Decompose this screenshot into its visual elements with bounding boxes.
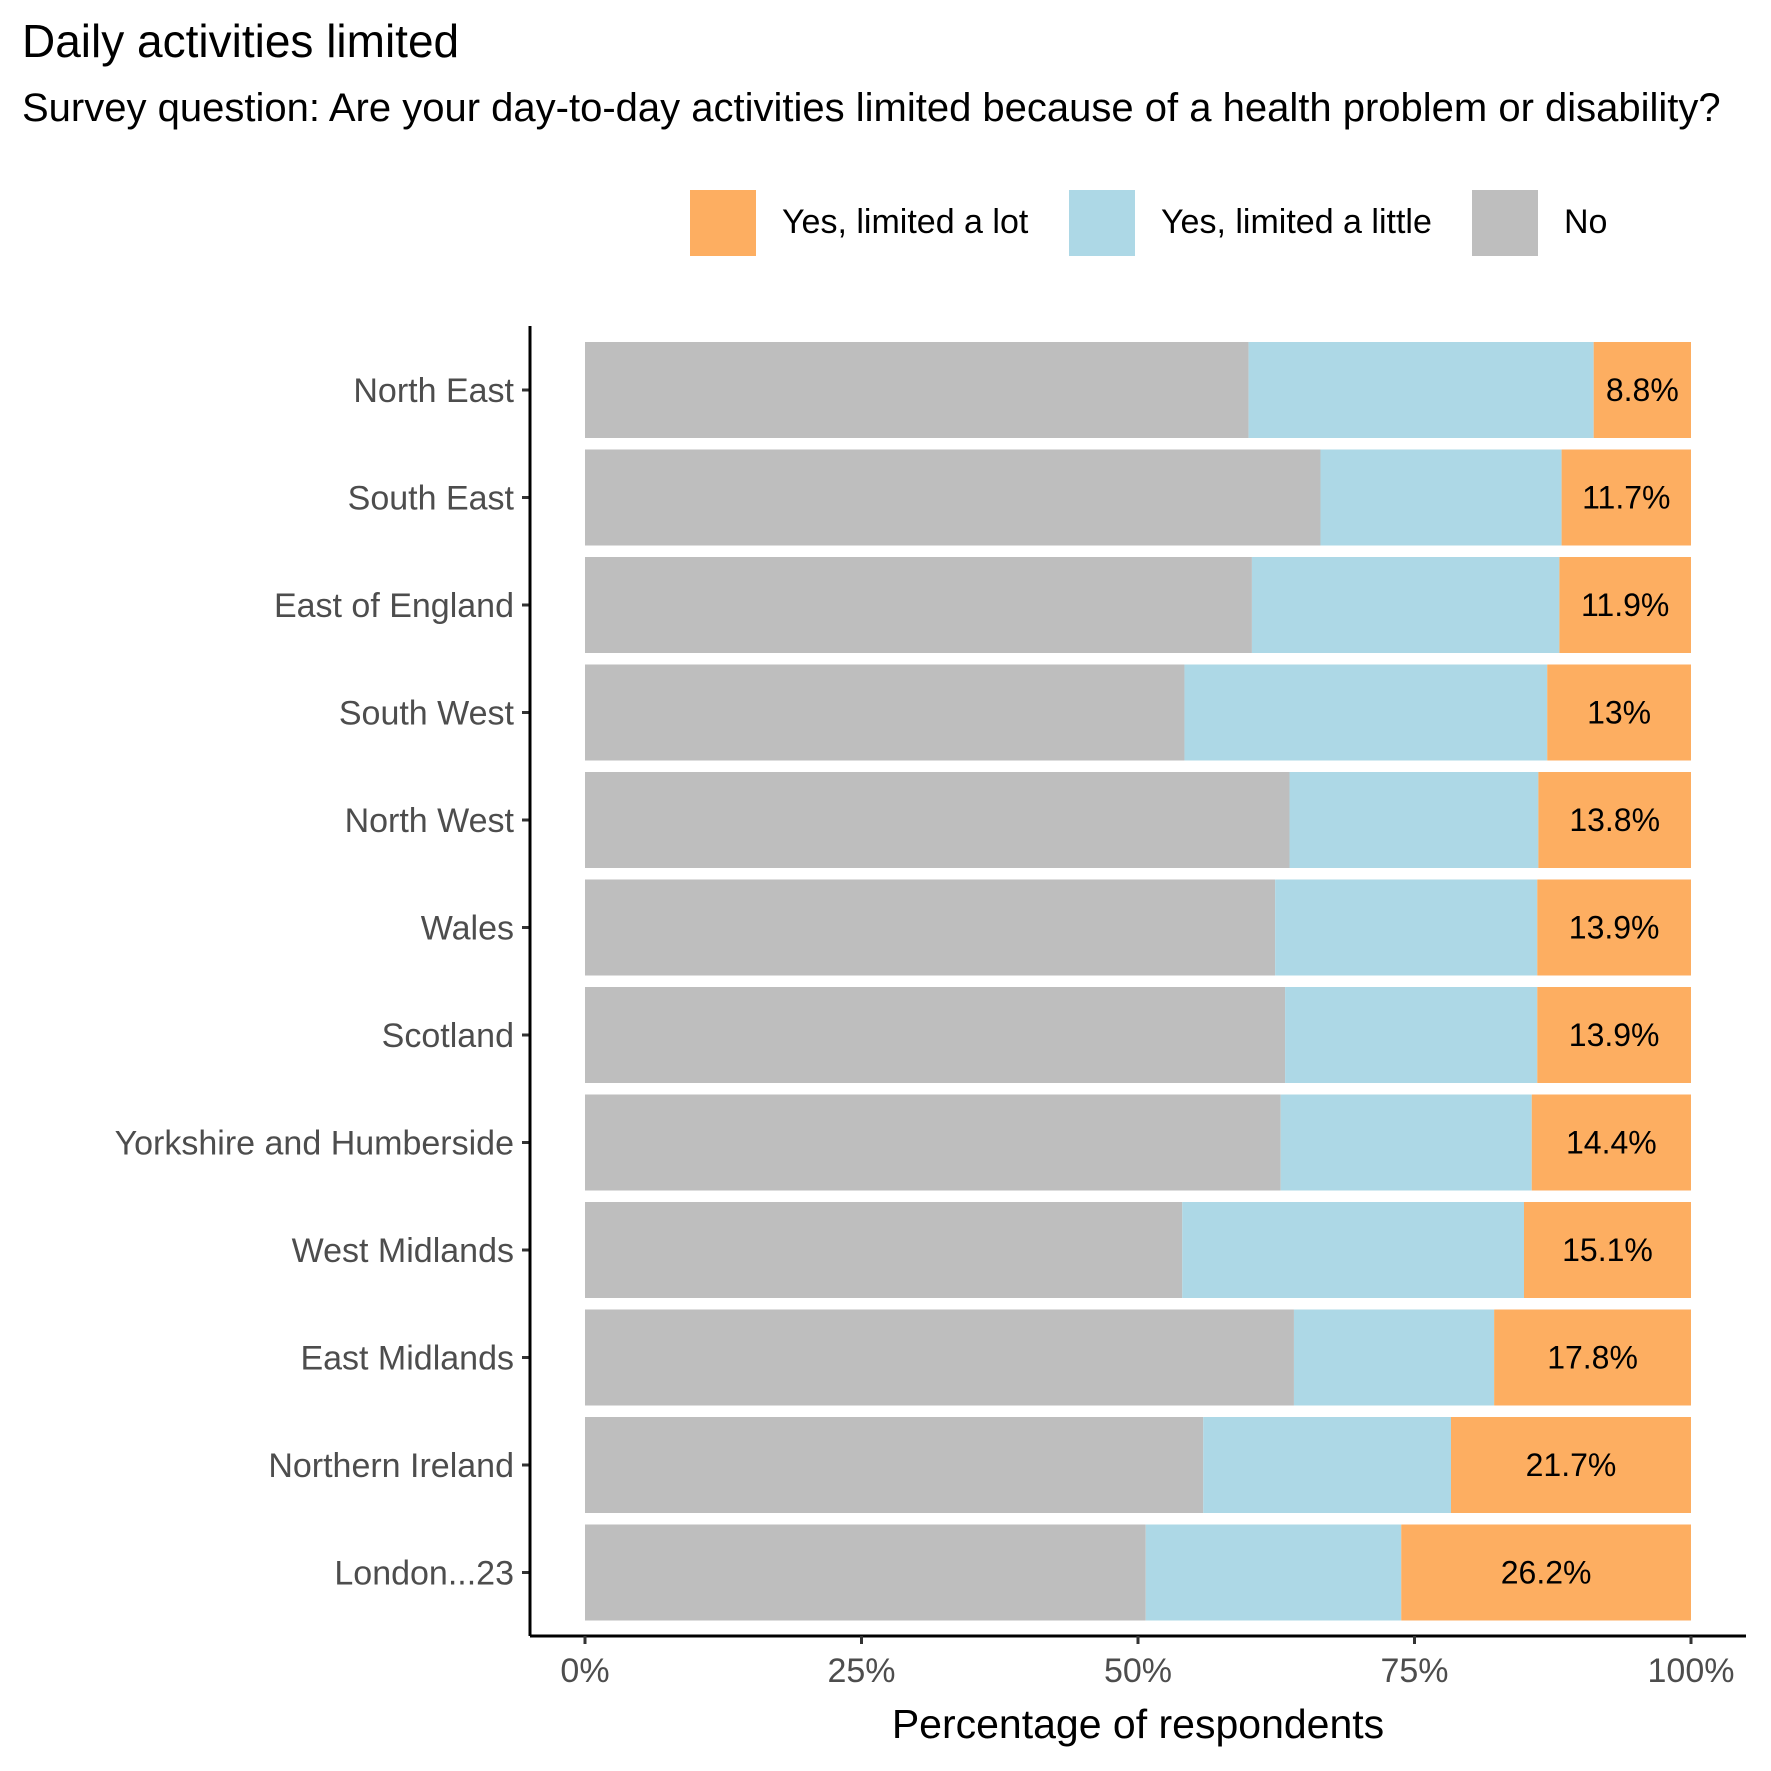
data-label-northern-ireland: 21.7% — [1526, 1447, 1617, 1483]
data-label-south-west: 13% — [1587, 695, 1651, 731]
chart-title: Daily activities limited — [22, 15, 460, 67]
x-tick-label-50: 50% — [1104, 1652, 1172, 1690]
y-tick-label-scotland: Scotland — [382, 1017, 514, 1055]
bar-yes-limited-a-little-west-midlands — [1182, 1202, 1524, 1298]
data-label-yorkshire-and-humberside: 14.4% — [1566, 1125, 1657, 1161]
y-tick-label-london-23: London...23 — [334, 1555, 514, 1593]
legend-key-limited-a-lot — [690, 190, 756, 256]
data-label-wales: 13.9% — [1569, 910, 1660, 946]
bar-yes-limited-a-lot-scotland — [1537, 987, 1691, 1083]
bar-no-scotland — [585, 987, 1286, 1083]
data-label-north-west: 13.8% — [1569, 802, 1660, 838]
data-label-north-east: 8.8% — [1606, 372, 1679, 408]
x-tick-label-0: 0% — [560, 1652, 609, 1690]
bar-yes-limited-a-lot-north-east — [1593, 342, 1691, 438]
y-tick-label-east-midlands: East Midlands — [300, 1340, 514, 1378]
bar-yes-limited-a-lot-west-midlands — [1523, 1202, 1691, 1298]
bar-no-south-east — [585, 449, 1321, 546]
data-label-west-midlands: 15.1% — [1562, 1232, 1653, 1268]
x-tick-label-75: 75% — [1380, 1652, 1448, 1690]
bar-yes-limited-a-little-south-west — [1184, 664, 1548, 761]
bar-yes-limited-a-little-east-of-england — [1251, 557, 1560, 653]
bar-no-west-midlands — [585, 1202, 1183, 1298]
bar-no-north-east — [585, 342, 1249, 438]
bar-yes-limited-a-little-london-23 — [1145, 1524, 1402, 1621]
y-tick-label-south-west: South West — [339, 695, 515, 733]
data-label-london-23: 26.2% — [1501, 1555, 1592, 1591]
bar-yes-limited-a-little-north-west — [1289, 772, 1539, 868]
bar-yes-limited-a-lot-northern-ireland — [1450, 1417, 1691, 1513]
legend-key-limited-a-little — [1069, 190, 1135, 256]
y-tick-label-wales: Wales — [421, 910, 514, 948]
bar-yes-limited-a-little-wales — [1275, 879, 1538, 976]
bar-yes-limited-a-little-yorkshire-and-humberside — [1280, 1094, 1532, 1191]
bar-yes-limited-a-little-northern-ireland — [1203, 1417, 1451, 1513]
x-axis-title: Percentage of respondents — [892, 1701, 1384, 1747]
bar-no-south-west — [585, 664, 1185, 761]
bar-yes-limited-a-lot-yorkshire-and-humberside — [1531, 1094, 1691, 1191]
y-tick-label-northern-ireland: Northern Ireland — [268, 1447, 514, 1485]
y-tick-label-east-of-england: East of England — [274, 587, 514, 625]
bar-no-london-23 — [585, 1524, 1146, 1621]
bars-layer: 8.8% 11.7% 11.9% 13% 13.8% 13.9% 13.9% 14.4% 15.… — [585, 342, 1691, 1621]
x-tick-label-100: 100% — [1648, 1652, 1735, 1690]
bar-yes-limited-a-lot-south-west — [1547, 664, 1691, 761]
bar-yes-limited-a-little-south-east — [1320, 449, 1562, 546]
y-tick-label-north-west: North West — [345, 802, 515, 840]
y-tick-label-yorkshire-and-humberside: Yorkshire and Humberside — [115, 1125, 514, 1163]
data-label-south-east: 11.7% — [1582, 480, 1670, 516]
bar-yes-limited-a-little-east-midlands — [1293, 1309, 1495, 1406]
bar-no-yorkshire-and-humberside — [585, 1094, 1281, 1191]
bar-no-wales — [585, 879, 1276, 976]
bar-no-east-of-england — [585, 557, 1252, 653]
legend-label-no: No — [1564, 203, 1608, 241]
bar-yes-limited-a-little-north-east — [1248, 342, 1594, 438]
bar-yes-limited-a-lot-wales — [1537, 879, 1691, 976]
legend-label-limited-a-lot: Yes, limited a lot — [782, 203, 1029, 241]
bar-yes-limited-a-lot-london-23 — [1401, 1524, 1691, 1621]
chart-subtitle: Survey question: Are your day-to-day act… — [22, 86, 1721, 130]
legend-label-limited-a-little: Yes, limited a little — [1161, 203, 1432, 241]
y-tick-label-north-east: North East — [353, 372, 514, 410]
bar-no-northern-ireland — [585, 1417, 1204, 1513]
legend-key-no — [1472, 190, 1538, 256]
axes-layer: North East South East East of England South… — [115, 326, 1746, 1690]
y-tick-label-west-midlands: West Midlands — [292, 1232, 514, 1270]
bar-yes-limited-a-lot-south-east — [1561, 449, 1691, 546]
bar-yes-limited-a-lot-east-of-england — [1559, 557, 1691, 653]
bar-no-north-west — [585, 772, 1290, 868]
bar-yes-limited-a-lot-east-midlands — [1494, 1309, 1691, 1406]
data-label-east-midlands: 17.8% — [1547, 1340, 1638, 1376]
bar-no-east-midlands — [585, 1309, 1294, 1406]
data-label-east-of-england: 11.9% — [1581, 587, 1669, 623]
y-tick-label-south-east: South East — [348, 480, 515, 518]
bar-yes-limited-a-little-scotland — [1285, 987, 1538, 1083]
bar-yes-limited-a-lot-north-west — [1538, 772, 1691, 868]
data-label-scotland: 13.9% — [1569, 1017, 1660, 1053]
x-tick-label-25: 25% — [827, 1652, 895, 1690]
